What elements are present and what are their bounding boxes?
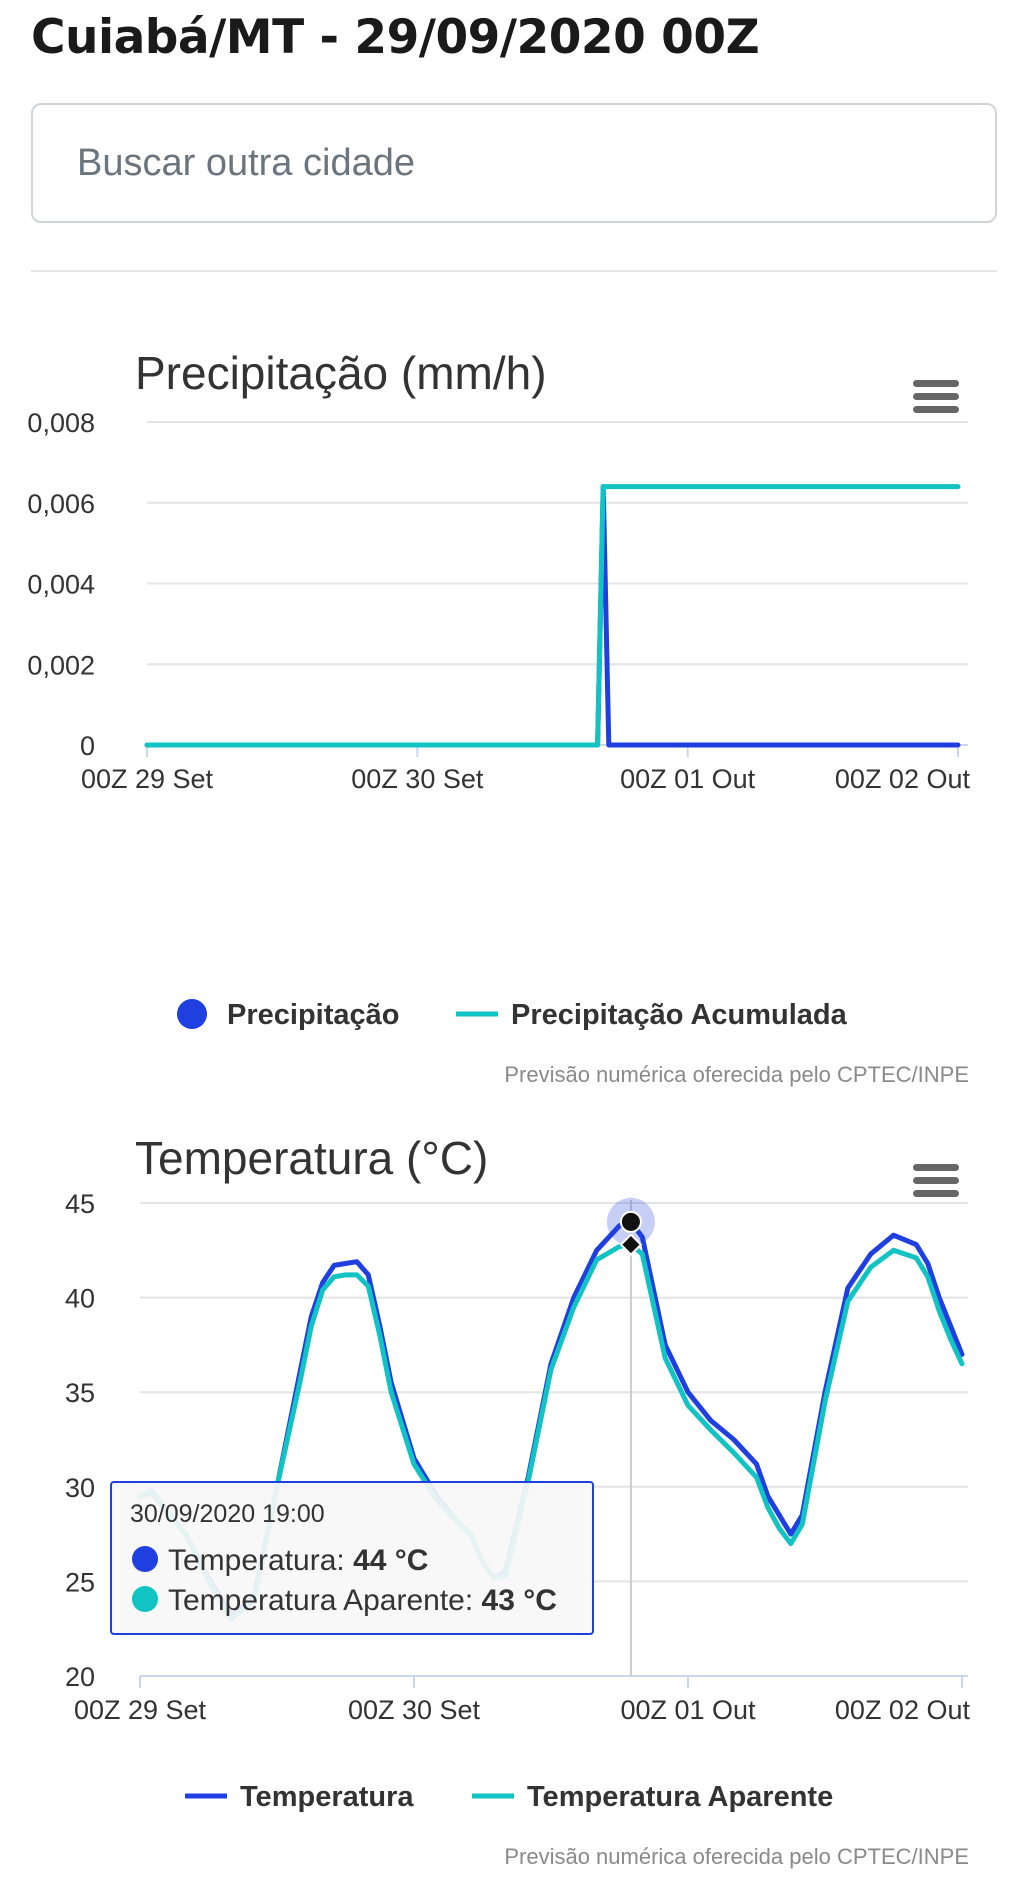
y-tick-label: 20 [65,1662,95,1692]
y-tick-label: 0,008 [27,408,95,438]
chart-title: Precipitação (mm/h) [135,347,547,399]
legend: Temperatura Temperatura Aparente [185,1781,833,1813]
y-tick-label: 35 [65,1378,95,1408]
legend-label: Precipitação [227,999,399,1031]
tooltip-marker [132,1546,158,1572]
x-tick-label: 00Z 02 Out [835,1695,971,1725]
precipitation-chart-svg: Precipitação (mm/h) 0 0,002 0,004 0,006 … [27,347,971,1087]
chart-title: Temperatura (°C) [135,1132,488,1184]
temperature-chart-svg: Temperatura (°C) 20 25 30 35 40 45 00Z 2… [65,1132,971,1869]
tooltip-marker [132,1586,158,1612]
y-tick-label: 40 [65,1284,95,1314]
series-line-1[interactable] [137,1242,965,1622]
legend-label: Temperatura Aparente [527,1781,833,1813]
search-box[interactable] [31,103,997,223]
tooltip-box [110,1481,594,1635]
y-tick-label: 0 [80,731,95,761]
legend-item-temperatura[interactable]: Temperatura [185,1781,414,1813]
temperature-chart: Temperatura (°C) 20 25 30 35 40 45 00Z 2… [0,1110,1018,1894]
credits[interactable]: Previsão numérica oferecida pelo CPTEC/I… [504,1062,969,1087]
y-tick-label: 25 [65,1567,95,1597]
x-tick-label: 00Z 30 Set [351,764,484,794]
precipitation-chart: Precipitação (mm/h) 0 0,002 0,004 0,006 … [0,330,1018,1110]
legend-label: Temperatura [240,1781,414,1813]
y-tick-label: 0,006 [27,489,95,519]
x-tick-label: 00Z 01 Out [620,1695,756,1725]
legend-item-precipitacao-acumulada[interactable]: Precipitação Acumulada [456,999,848,1031]
x-tick-label: 00Z 29 Set [74,1695,207,1725]
y-tick-label: 30 [65,1473,95,1503]
divider [31,270,997,272]
legend: Precipitação Precipitação Acumulada [177,999,848,1031]
legend-item-precipitacao[interactable]: Precipitação [177,999,399,1031]
search-input[interactable] [33,105,995,221]
hamburger-menu-icon[interactable] [913,378,959,416]
y-tick-label: 0,004 [27,570,95,600]
legend-item-temperatura-aparente[interactable]: Temperatura Aparente [472,1781,833,1813]
tooltip-date: 30/09/2020 19:00 [130,1500,325,1528]
hamburger-menu-icon[interactable] [913,1162,959,1200]
tooltip-line: Temperatura: 44 °C [168,1544,428,1577]
credits[interactable]: Previsão numérica oferecida pelo CPTEC/I… [504,1844,969,1869]
x-tick-label: 00Z 29 Set [81,764,214,794]
legend-label: Precipitação Acumulada [511,999,848,1031]
legend-marker [177,999,207,1029]
hover-point-temperatura-aparente [619,1233,643,1257]
x-tick-label: 00Z 02 Out [835,764,971,794]
series-line-1[interactable] [144,484,961,748]
tooltip: 30/09/2020 19:00 Temperatura: 44 °C Temp… [110,1481,594,1635]
tooltip-line: Temperatura Aparente: 43 °C [168,1584,557,1617]
x-tick-label: 00Z 30 Set [348,1695,481,1725]
x-tick-label: 00Z 01 Out [620,764,756,794]
series-line-0[interactable] [144,484,961,748]
page-title: Cuiabá/MT - 29/09/2020 00Z [31,10,760,65]
y-tick-label: 45 [65,1189,95,1219]
y-tick-label: 0,002 [27,650,95,680]
hover-point-temperatura [619,1210,642,1233]
